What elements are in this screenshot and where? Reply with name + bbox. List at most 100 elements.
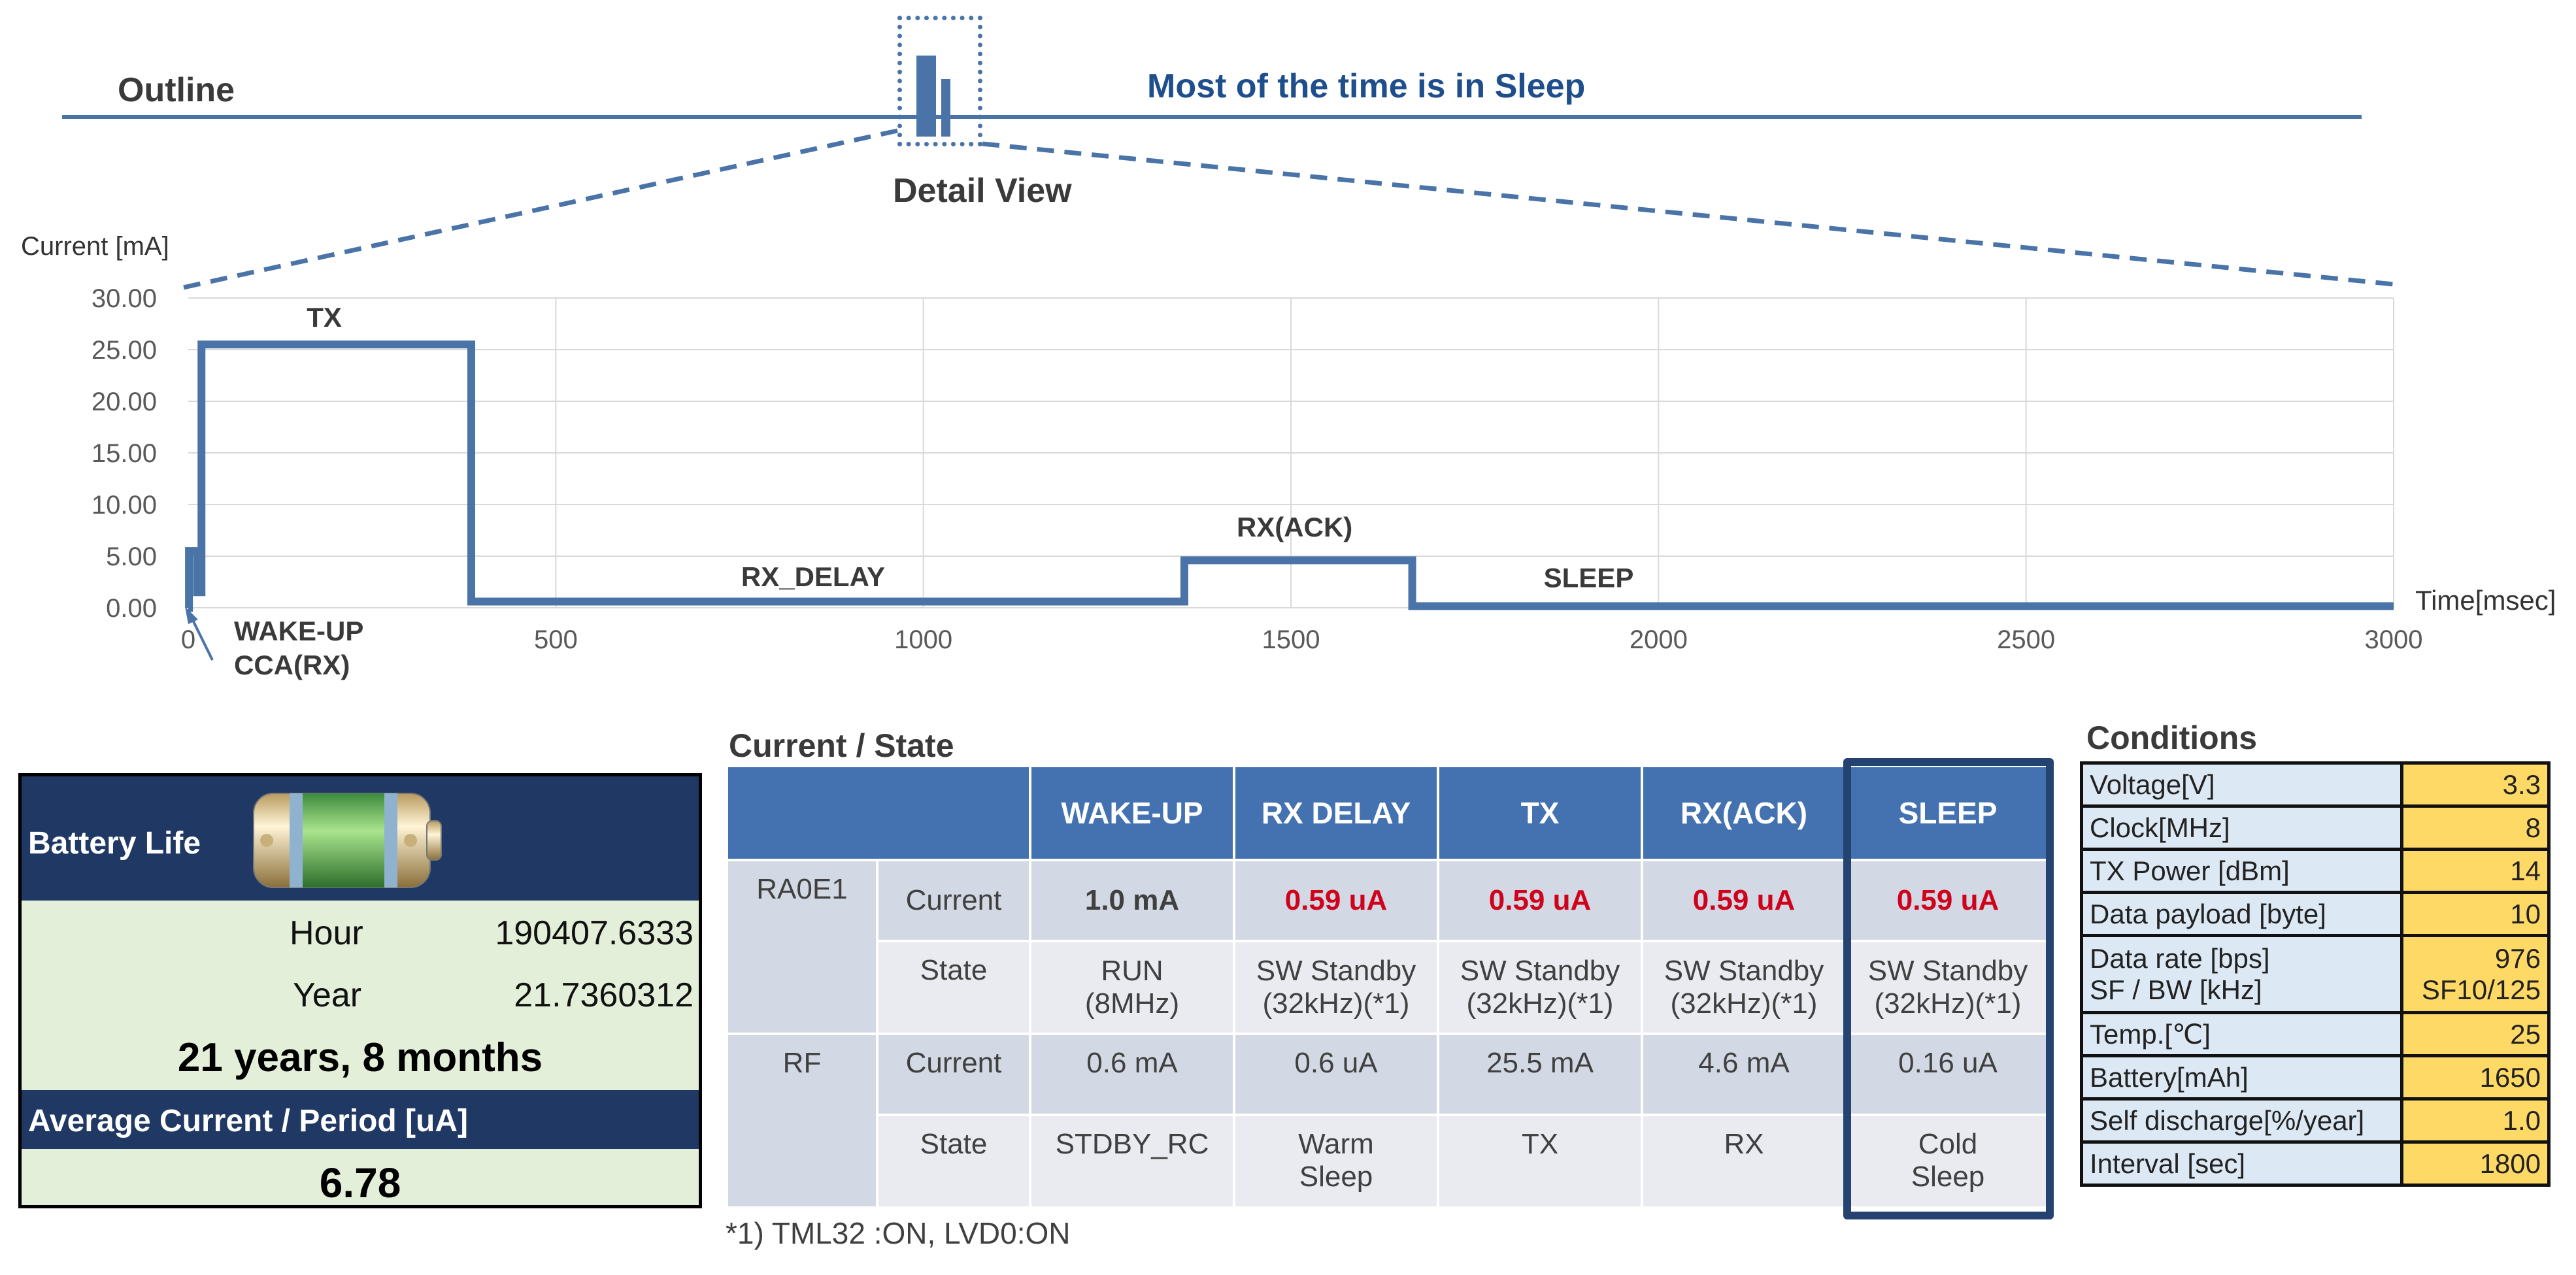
average-current-title: Average Current / Period [uA] — [28, 1104, 469, 1138]
current-chart: 0.00 5.00 10.00 15.00 20.00 25.00 30.00 0 500 100… — [92, 128, 2423, 661]
x-tick-label: 3000 — [2365, 625, 2423, 654]
header-rx-delay: RX DELAY — [1233, 765, 1439, 861]
table-row: RF Current 0.6 mA 0.6 uA 25.5 mA 4.6 mA … — [726, 1033, 2051, 1209]
condition-value: 25 — [2400, 1011, 2551, 1057]
state-line: SW Standby — [1256, 955, 1416, 987]
state-line: Warm — [1298, 1128, 1374, 1160]
condition-value: 8 — [2400, 804, 2551, 851]
condition-label: Data payload [byte] — [2080, 891, 2403, 937]
rf-current-cell: 4.6 mA — [1641, 1033, 1847, 1116]
wake-annotation-line2: CCA(RX) — [234, 650, 350, 680]
year-value: 21.7360312 — [514, 976, 694, 1014]
table-corner — [726, 765, 1031, 861]
current-state-title: Current / State — [729, 727, 954, 764]
ra0e1-current-cell: 0.59 uA — [1641, 859, 1847, 942]
state-line: RX — [1724, 1128, 1764, 1160]
conditions-title: Conditions — [2086, 720, 2258, 756]
y-tick-label: 0.00 — [106, 594, 157, 623]
year-label: Year — [293, 976, 362, 1014]
x-tick-label: 1500 — [1262, 625, 1320, 654]
row-label-current: Current — [876, 859, 1031, 942]
condition-label: TX Power [dBm] — [2080, 848, 2403, 894]
sleep-message: Most of the time is in Sleep — [1147, 67, 1586, 105]
average-current-value: 6.78 — [319, 1159, 401, 1206]
table-row: State STDBY_RC Warm Sleep TX RX Cold Sleep — [727, 1114, 2051, 1209]
condition-row: Voltage[V] 3.3 — [2080, 761, 2551, 808]
y-tick-label: 30.00 — [92, 284, 157, 313]
condition-value: 1800 — [2400, 1140, 2551, 1187]
state-line: (8MHz) — [1084, 987, 1180, 1019]
condition-value: 976 SF10/125 — [2400, 934, 2551, 1014]
zoom-region-box — [897, 16, 982, 146]
conditions-table: Voltage[V] 3.3 Clock[MHz] 8 TX Power [dBm]… — [2080, 761, 2551, 1187]
x-tick-label: 2000 — [1630, 625, 1688, 654]
condition-row: Self discharge[%/year] 1.0 — [2080, 1097, 2551, 1144]
rf-state-cell: STDBY_RC — [1029, 1114, 1235, 1209]
y-tick-label: 10.00 — [92, 491, 157, 520]
average-current-header: Average Current / Period [uA] — [22, 1090, 699, 1149]
battery-header: Battery Life — [22, 776, 699, 901]
state-line: SW Standby — [1664, 955, 1824, 987]
wake-pointer-arrowhead — [185, 606, 198, 624]
ra0e1-state-cell: SW Standby (32kHz)(*1) — [1437, 940, 1643, 1035]
wake-pointer — [190, 617, 214, 661]
x-tick-label: 1000 — [894, 625, 952, 654]
battery-life-panel: Battery Life Hour 190407.6333 Year 21.73… — [18, 773, 702, 1208]
y-tick-label: 20.00 — [92, 388, 157, 416]
y-tick-label: 15.00 — [92, 439, 157, 468]
chart-annotation: TX — [307, 302, 342, 333]
hour-label: Hour — [290, 914, 363, 952]
chart-annotation: RX(ACK) — [1237, 512, 1352, 542]
x-tick-label: 2500 — [1997, 625, 2055, 654]
hour-value: 190407.6333 — [495, 914, 694, 952]
ra0e1-state-cell: SW Standby (32kHz)(*1) — [1845, 940, 2051, 1035]
y-tick-label: 25.00 — [92, 336, 157, 365]
condition-label-line: SF / BW [kHz] — [2090, 974, 2262, 1005]
state-line: STDBY_RC — [1055, 1128, 1209, 1160]
state-line: Cold — [1918, 1128, 1978, 1160]
rf-current-cell: 0.6 mA — [1029, 1033, 1235, 1116]
condition-label: Data rate [bps] SF / BW [kHz] — [2080, 934, 2403, 1014]
ra0e1-current-cell: 0.59 uA — [1437, 859, 1643, 942]
x-tick-label: 0 — [181, 625, 195, 654]
battery-title: Battery Life — [28, 826, 201, 861]
state-line: (32kHz)(*1) — [1262, 987, 1410, 1019]
zoom-line-right — [982, 141, 2394, 287]
rf-current-cell: 0.16 uA — [1845, 1033, 2051, 1116]
state-line: SW Standby — [1867, 955, 2028, 987]
condition-row: Data rate [bps] SF / BW [kHz] 976 SF10/125 — [2080, 934, 2551, 1014]
condition-row: Clock[MHz] 8 — [2080, 804, 2551, 851]
chart-annotation: SLEEP — [1544, 562, 1634, 593]
state-line: (32kHz)(*1) — [1466, 987, 1614, 1019]
table-row: State RUN (8MHz) SW Standby (32kHz)(*1) SW… — [727, 940, 2051, 1035]
y-tick-label: 5.00 — [106, 542, 157, 571]
ra0e1-state-cell: SW Standby (32kHz)(*1) — [1233, 940, 1439, 1035]
y-axis-label: Current [mA] — [21, 232, 169, 261]
condition-value: 1650 — [2400, 1054, 2551, 1101]
rf-state-cell: TX — [1437, 1114, 1643, 1209]
condition-row: TX Power [dBm] 14 — [2080, 848, 2551, 894]
row-label-state: State — [876, 940, 1031, 1035]
outline-label: Outline — [118, 71, 235, 109]
state-line: (32kHz)(*1) — [1874, 987, 2022, 1019]
condition-value: 10 — [2400, 891, 2551, 937]
state-line: RUN — [1101, 955, 1163, 987]
ra0e1-current-cell: 1.0 mA — [1029, 859, 1235, 942]
ra0e1-state-cell: RUN (8MHz) — [1029, 940, 1235, 1035]
state-line: (32kHz)(*1) — [1670, 987, 1818, 1019]
battery-summary: 21 years, 8 months — [177, 1035, 543, 1080]
x-axis-label: Time[msec] — [2415, 585, 2556, 616]
condition-label: Interval [sec] — [2080, 1140, 2403, 1187]
header-wake-up: WAKE-UP — [1029, 765, 1235, 861]
state-line: SW Standby — [1460, 955, 1620, 987]
condition-label: Battery[mAh] — [2080, 1054, 2403, 1101]
wake-annotation-line1: WAKE-UP — [234, 616, 364, 646]
rf-state-cell: RX — [1641, 1114, 1847, 1209]
header-rx-ack: RX(ACK) — [1641, 765, 1847, 861]
zoom-line-left — [182, 128, 898, 290]
ra0e1-current-cell: 0.59 uA — [1845, 859, 2051, 942]
group-rf: RF — [726, 1033, 878, 1209]
table-row: RA0E1 Current 1.0 mA 0.59 uA 0.59 uA 0.5… — [726, 859, 2051, 1035]
condition-label: Temp.[℃] — [2080, 1011, 2403, 1057]
condition-row: Temp.[℃] 25 — [2080, 1011, 2551, 1057]
